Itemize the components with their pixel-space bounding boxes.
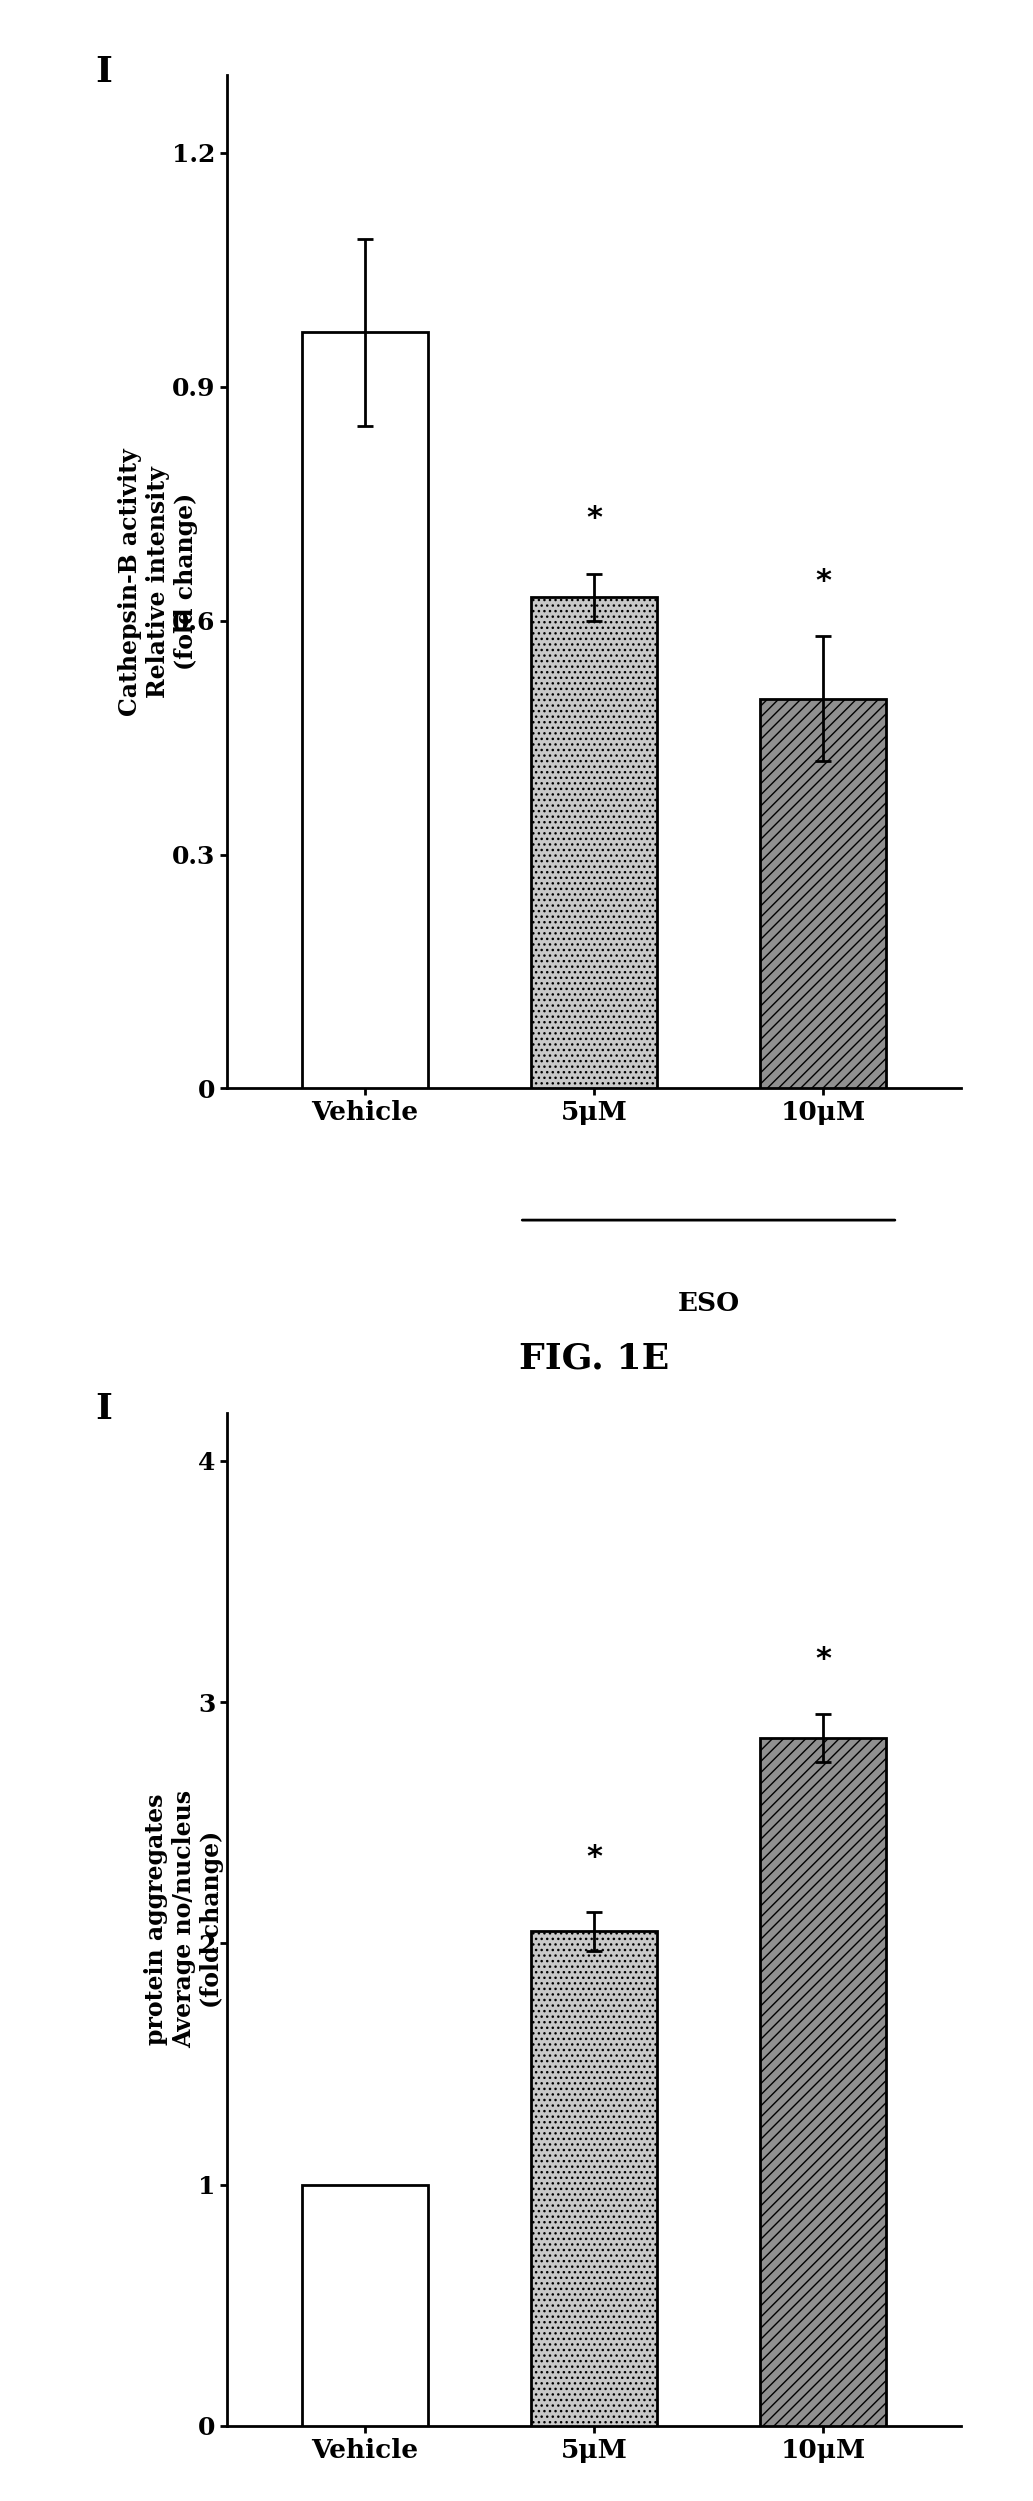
Text: *: * [586, 1843, 602, 1871]
Y-axis label: Cathepsin-B activity
Relative intensity
(fold change): Cathepsin-B activity Relative intensity … [118, 448, 198, 715]
Text: I: I [95, 55, 113, 88]
Bar [531, 598, 657, 1088]
Text: FIG. 1E: FIG. 1E [519, 1341, 669, 1376]
Text: *: * [586, 505, 602, 533]
Text: *: * [815, 1646, 832, 1673]
Bar [302, 2186, 428, 2426]
Bar [302, 333, 428, 1088]
Text: ESO: ESO [678, 1291, 740, 1316]
Text: I: I [95, 1393, 113, 1426]
Bar [760, 698, 886, 1088]
Bar [760, 1738, 886, 2426]
Text: *: * [815, 568, 832, 595]
Bar [531, 1931, 657, 2426]
Y-axis label: protein aggregates
Average no/nucleus
(fold change): protein aggregates Average no/nucleus (f… [145, 1791, 224, 2048]
